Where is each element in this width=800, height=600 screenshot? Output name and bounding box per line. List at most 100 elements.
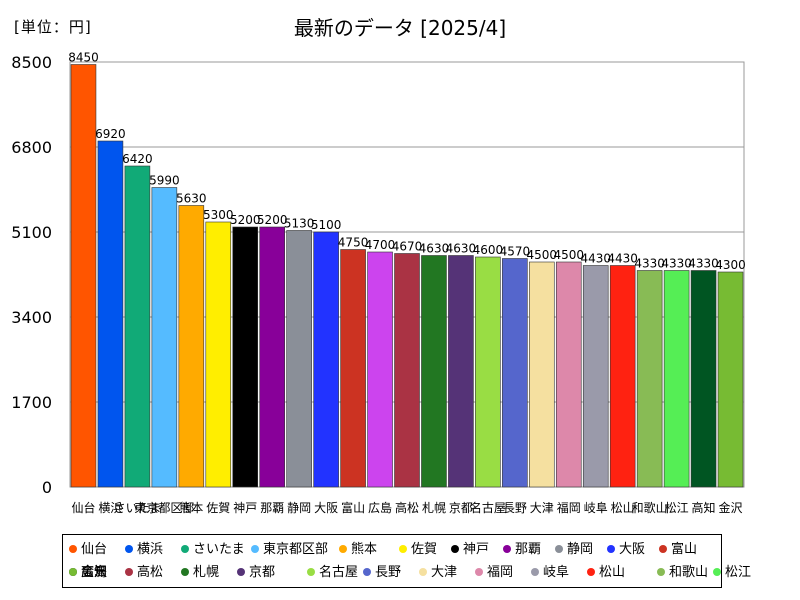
legend-marker — [237, 568, 245, 576]
bar-value-label: 5100 — [311, 218, 342, 232]
legend-label: さいたま — [193, 542, 245, 557]
legend-label: 大阪 — [619, 542, 646, 557]
legend-label: 神戸 — [463, 542, 490, 557]
bar — [178, 205, 205, 488]
legend-label: 京都 — [249, 565, 276, 580]
x-tick-label: 長野 — [503, 501, 527, 515]
legend-item: 大津 — [419, 563, 457, 583]
legend-item: 長野 — [363, 563, 401, 583]
bar-value-label: 4700 — [365, 238, 396, 252]
legend-marker — [475, 568, 483, 576]
legend-marker — [399, 545, 407, 553]
legend-marker — [657, 568, 665, 576]
legend-item: 京都 — [237, 563, 275, 583]
bar — [421, 255, 447, 488]
legend-item: 松山 — [587, 563, 625, 583]
bar-value-label: 6420 — [122, 152, 153, 166]
y-tick-label: 5100 — [11, 223, 52, 242]
bar — [636, 270, 663, 488]
x-tick-label: 福岡 — [557, 500, 581, 515]
bar — [555, 261, 582, 488]
legend-marker — [531, 568, 539, 576]
x-tick-label: 高知 — [692, 500, 716, 515]
bar — [717, 271, 744, 488]
legend-item: 東京都区部 — [251, 540, 328, 560]
legend-marker — [69, 545, 77, 553]
y-tick-label: 8500 — [11, 53, 52, 72]
bar-value-label: 4500 — [527, 248, 558, 262]
x-tick-label: 横浜 — [98, 501, 122, 515]
y-tick-label: 0 — [42, 478, 52, 497]
legend-marker — [339, 545, 347, 553]
chart-title: 最新のデータ [2025/4] — [293, 16, 507, 40]
x-tick-label: 富山 — [341, 500, 365, 515]
legend-label: 仙台 — [81, 542, 108, 557]
legend-item: 横浜 — [125, 540, 163, 560]
bar — [124, 165, 151, 488]
x-tick-label: 名古屋 — [470, 500, 506, 515]
bar — [502, 258, 528, 488]
x-tick-label: 松山 — [611, 501, 635, 515]
legend-item: 札幌 — [181, 563, 219, 583]
legend-marker — [307, 568, 315, 576]
bar — [367, 251, 393, 488]
x-tick-label: 静岡 — [287, 501, 311, 515]
legend-item: 佐賀 — [399, 540, 437, 560]
legend-label: 金沢 — [81, 565, 108, 580]
y-tick-label: 1700 — [11, 393, 52, 412]
legend-item: 静岡 — [555, 540, 593, 560]
legend-label: 松山 — [599, 565, 626, 580]
bar-value-label: 5630 — [176, 192, 207, 206]
bar — [340, 249, 366, 488]
bar-value-label: 4630 — [446, 242, 477, 256]
legend-label: 広島 — [81, 565, 108, 580]
legend-item: 熊本 — [339, 540, 377, 560]
legend-label: 東京都区部 — [263, 542, 329, 557]
x-tick-label: 熊本 — [179, 500, 203, 515]
x-tick-label: 那覇 — [260, 501, 284, 515]
bar — [205, 221, 232, 488]
legend-marker — [659, 545, 667, 553]
legend-item: 神戸 — [451, 540, 489, 560]
bar-value-label: 4430 — [580, 252, 611, 266]
bar-value-label: 4330 — [661, 257, 692, 271]
bar-value-label: 4300 — [715, 258, 746, 272]
bar-value-label: 5130 — [284, 217, 315, 231]
legend-marker — [587, 568, 595, 576]
legend-label: 福岡 — [487, 565, 514, 580]
legend-marker — [251, 545, 259, 553]
y-tick-label: 6800 — [11, 138, 52, 157]
bar — [313, 231, 339, 488]
legend-item: 富山 — [659, 540, 697, 560]
legend-label: 横浜 — [137, 542, 164, 557]
unit-label: [単位：円] — [14, 18, 92, 36]
legend-label: 岐阜 — [543, 565, 570, 580]
x-tick-label: 札幌 — [422, 500, 446, 515]
legend-label: 松江 — [725, 565, 752, 580]
bar-value-label: 4750 — [338, 236, 369, 250]
bar-value-label: 5200 — [230, 213, 261, 227]
legend-marker — [181, 545, 189, 553]
bar-value-label: 4500 — [553, 248, 584, 262]
bar-value-label: 5300 — [203, 208, 234, 222]
legend-label: 名古屋 — [319, 565, 359, 580]
legend-item: 和歌山 — [657, 563, 708, 583]
legend-item: 岐阜 — [531, 563, 569, 583]
legend-marker — [69, 568, 77, 576]
bar-value-label: 4430 — [607, 252, 638, 266]
legend-label: 和歌山 — [669, 565, 709, 580]
bar — [286, 230, 312, 488]
legend-marker — [419, 568, 427, 576]
x-tick-label: 岐阜 — [584, 501, 608, 515]
legend-marker — [125, 545, 133, 553]
x-tick-label: 松江 — [665, 501, 689, 515]
legend-marker — [125, 568, 133, 576]
legend-item: 松江 — [713, 563, 751, 583]
x-tick-label: 高松 — [395, 500, 419, 515]
bar-value-label: 4330 — [688, 257, 719, 271]
legend-marker — [363, 568, 371, 576]
legend-label: 高知 — [81, 565, 108, 580]
x-tick-label: 大阪 — [314, 501, 338, 515]
legend-marker — [607, 545, 615, 553]
